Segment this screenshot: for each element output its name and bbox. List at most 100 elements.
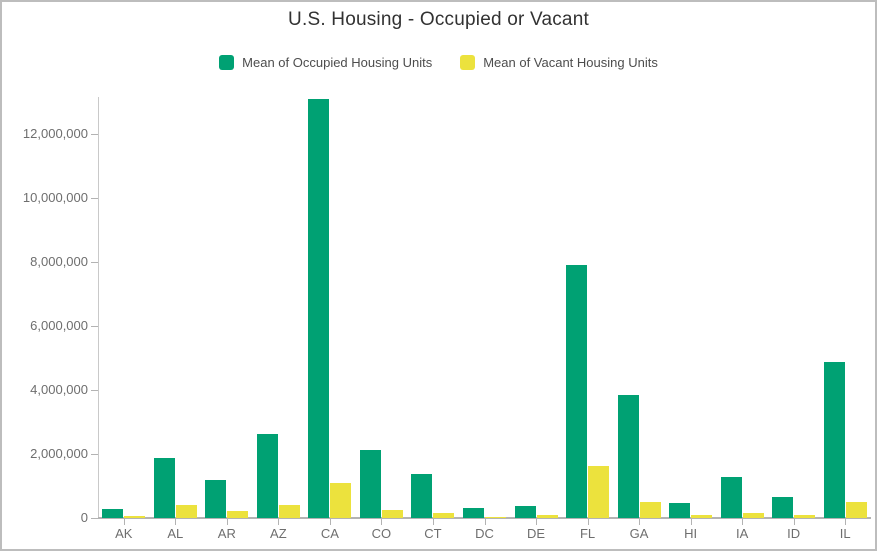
x-tick-mark bbox=[484, 519, 486, 525]
bar-vacant-co[interactable] bbox=[381, 510, 403, 518]
bar-group-ak bbox=[98, 97, 150, 518]
y-tick-mark bbox=[91, 326, 98, 327]
y-tick-label: 2,000,000 bbox=[30, 446, 88, 461]
x-tick-mark bbox=[175, 519, 177, 525]
y-tick-label: 12,000,000 bbox=[22, 126, 88, 141]
x-tick-label-de: DE bbox=[526, 526, 546, 541]
x-tick-label-il: IL bbox=[839, 526, 851, 541]
bar-group-ct bbox=[407, 97, 459, 518]
bar-occupied-fl[interactable] bbox=[566, 264, 588, 518]
x-axis-labels: AK AL AR AZ CA CO CT DC DE FL GA HI IA ID IL bbox=[98, 526, 871, 541]
bar-occupied-ak[interactable] bbox=[102, 509, 124, 518]
x-tick-mark bbox=[278, 519, 280, 525]
bar-occupied-co[interactable] bbox=[359, 449, 381, 518]
x-tick-label-ct: CT bbox=[424, 526, 442, 541]
bar-group-hi bbox=[665, 97, 717, 518]
bar-occupied-id[interactable] bbox=[772, 496, 794, 518]
x-tick-mark bbox=[690, 519, 692, 525]
bar-group-de bbox=[510, 97, 562, 518]
bar-group-ga bbox=[613, 97, 665, 518]
x-tick-label-co: CO bbox=[371, 526, 392, 541]
bar-group-il bbox=[819, 97, 871, 518]
x-tick-label-fl: FL bbox=[579, 526, 596, 541]
x-tick-label-ga: GA bbox=[629, 526, 649, 541]
bar-occupied-il[interactable] bbox=[823, 362, 845, 518]
y-tick-mark bbox=[91, 454, 98, 455]
x-tick-mark bbox=[123, 519, 125, 525]
bar-vacant-ak[interactable] bbox=[124, 516, 146, 518]
y-tick-label: 10,000,000 bbox=[22, 190, 88, 205]
vacant-series-swatch-icon bbox=[460, 55, 476, 70]
y-tick-mark bbox=[91, 390, 98, 391]
bar-occupied-dc[interactable] bbox=[462, 508, 484, 518]
bar-vacant-ct[interactable] bbox=[433, 513, 455, 518]
x-tick-label-ca: CA bbox=[320, 526, 339, 541]
y-tick-label: 8,000,000 bbox=[30, 254, 88, 269]
bar-vacant-il[interactable] bbox=[845, 502, 867, 518]
bar-group-ca bbox=[304, 97, 356, 518]
bar-vacant-ca[interactable] bbox=[330, 482, 352, 518]
y-tick-mark bbox=[91, 198, 98, 199]
y-tick-mark bbox=[91, 518, 98, 519]
legend-item-vacant[interactable]: Mean of Vacant Housing Units bbox=[460, 55, 658, 70]
x-tick-mark bbox=[381, 519, 383, 525]
bar-group-al bbox=[150, 97, 202, 518]
x-tick-label-ar: AR bbox=[217, 526, 236, 541]
bar-vacant-hi[interactable] bbox=[691, 514, 713, 518]
bar-occupied-ga[interactable] bbox=[617, 395, 639, 518]
x-tick-mark bbox=[432, 519, 434, 525]
x-tick-label-az: AZ bbox=[270, 526, 287, 541]
chart-title: U.S. Housing - Occupied or Vacant bbox=[288, 9, 589, 30]
bar-occupied-ct[interactable] bbox=[411, 473, 433, 518]
x-tick-label-ia: IA bbox=[735, 526, 749, 541]
bar-group-ar bbox=[201, 97, 253, 518]
bar-group-ia bbox=[716, 97, 768, 518]
bar-occupied-ia[interactable] bbox=[720, 477, 742, 518]
bar-group-dc bbox=[459, 97, 511, 518]
x-tick-mark bbox=[226, 519, 228, 525]
bar-vacant-ar[interactable] bbox=[227, 511, 249, 518]
legend: Mean of Occupied Housing Units Mean of V… bbox=[2, 55, 875, 70]
x-axis-line bbox=[98, 517, 871, 519]
x-tick-label-ak: AK bbox=[115, 526, 133, 541]
bar-occupied-az[interactable] bbox=[256, 434, 278, 518]
x-tick-mark bbox=[329, 519, 331, 525]
y-tick-label: 4,000,000 bbox=[30, 382, 88, 397]
x-tick-mark bbox=[639, 519, 641, 525]
bar-occupied-de[interactable] bbox=[514, 506, 536, 518]
y-axis-line bbox=[98, 97, 99, 518]
y-tick-mark bbox=[91, 262, 98, 263]
bar-vacant-ga[interactable] bbox=[639, 502, 661, 518]
x-tick-label-id: ID bbox=[787, 526, 801, 541]
bar-vacant-dc[interactable] bbox=[484, 516, 506, 518]
y-tick-label: 6,000,000 bbox=[30, 318, 88, 333]
x-tick-mark bbox=[536, 519, 538, 525]
bar-group-fl bbox=[562, 97, 614, 518]
bar-occupied-ar[interactable] bbox=[205, 479, 227, 518]
bar-group-az bbox=[253, 97, 305, 518]
x-tick-label-hi: HI bbox=[684, 526, 698, 541]
x-tick-mark bbox=[587, 519, 589, 525]
x-tick-label-dc: DC bbox=[475, 526, 494, 541]
legend-label-occupied: Mean of Occupied Housing Units bbox=[242, 55, 433, 70]
bar-vacant-ia[interactable] bbox=[742, 513, 764, 518]
plot-area bbox=[98, 97, 871, 518]
x-tick-mark bbox=[742, 519, 744, 525]
y-tick-label: 0 bbox=[80, 510, 88, 525]
x-tick-mark bbox=[793, 519, 795, 525]
bar-vacant-de[interactable] bbox=[536, 514, 558, 518]
bar-occupied-al[interactable] bbox=[153, 458, 175, 518]
occupied-series-swatch-icon bbox=[219, 55, 235, 70]
bar-occupied-ca[interactable] bbox=[308, 99, 330, 518]
legend-item-occupied[interactable]: Mean of Occupied Housing Units bbox=[219, 55, 432, 70]
bar-group-id bbox=[768, 97, 820, 518]
bar-occupied-hi[interactable] bbox=[669, 503, 691, 518]
bar-vacant-fl[interactable] bbox=[588, 466, 610, 518]
bar-vacant-id[interactable] bbox=[794, 514, 816, 518]
bar-vacant-al[interactable] bbox=[175, 505, 197, 518]
legend-label-vacant: Mean of Vacant Housing Units bbox=[483, 55, 658, 70]
bar-vacant-az[interactable] bbox=[278, 504, 300, 518]
bar-group-co bbox=[356, 97, 408, 518]
x-tick-label-al: AL bbox=[167, 526, 184, 541]
